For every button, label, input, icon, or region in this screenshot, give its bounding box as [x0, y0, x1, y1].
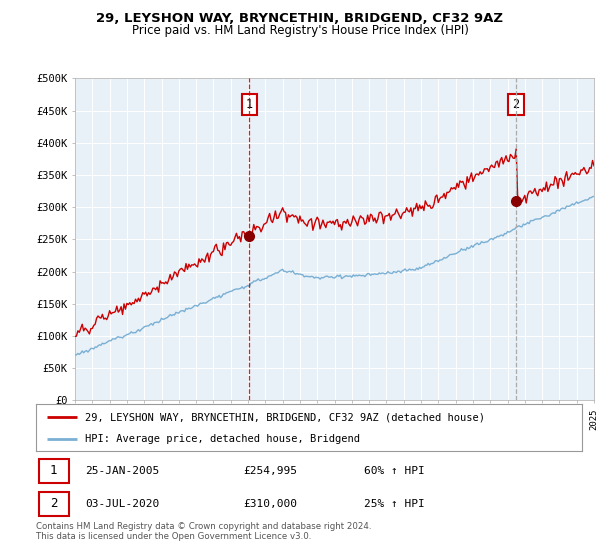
Text: 60% ↑ HPI: 60% ↑ HPI: [364, 466, 424, 476]
Text: 2: 2: [50, 497, 58, 510]
Text: Contains HM Land Registry data © Crown copyright and database right 2024.
This d: Contains HM Land Registry data © Crown c…: [36, 522, 371, 542]
FancyBboxPatch shape: [39, 459, 69, 483]
Text: 1: 1: [245, 97, 253, 111]
Text: Price paid vs. HM Land Registry's House Price Index (HPI): Price paid vs. HM Land Registry's House …: [131, 24, 469, 36]
Text: 25% ↑ HPI: 25% ↑ HPI: [364, 499, 424, 509]
Text: 29, LEYSHON WAY, BRYNCETHIN, BRIDGEND, CF32 9AZ (detached house): 29, LEYSHON WAY, BRYNCETHIN, BRIDGEND, C…: [85, 412, 485, 422]
Text: £310,000: £310,000: [244, 499, 298, 509]
Text: HPI: Average price, detached house, Bridgend: HPI: Average price, detached house, Brid…: [85, 433, 360, 444]
Text: 25-JAN-2005: 25-JAN-2005: [85, 466, 160, 476]
Text: 2: 2: [512, 97, 520, 111]
Text: £254,995: £254,995: [244, 466, 298, 476]
FancyBboxPatch shape: [39, 492, 69, 516]
Text: 1: 1: [50, 464, 58, 478]
Text: 03-JUL-2020: 03-JUL-2020: [85, 499, 160, 509]
Text: 29, LEYSHON WAY, BRYNCETHIN, BRIDGEND, CF32 9AZ: 29, LEYSHON WAY, BRYNCETHIN, BRIDGEND, C…: [97, 12, 503, 25]
